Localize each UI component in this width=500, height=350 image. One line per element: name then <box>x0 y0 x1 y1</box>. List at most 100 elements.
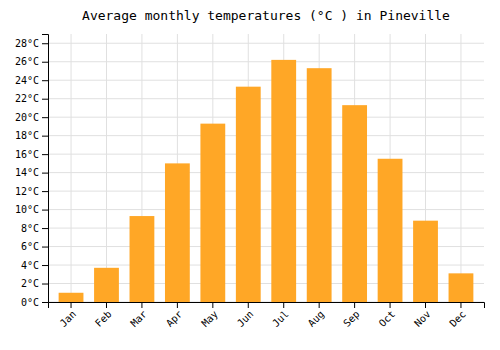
bar <box>130 216 155 302</box>
y-tick-mark <box>42 265 48 266</box>
y-tick: 16°C <box>15 149 48 160</box>
y-tick: 28°C <box>15 38 48 49</box>
x-tick-label: Oct <box>377 308 398 329</box>
x-tick: Aug <box>306 302 327 329</box>
x-tick-mark <box>460 302 461 308</box>
y-tick: 26°C <box>15 56 48 67</box>
x-axis: Jan Feb Mar Apr May Jun Jul Aug Sep Oct Nov Dec <box>49 302 485 329</box>
y-tick-mark <box>42 154 48 155</box>
y-tick: 2°C <box>21 278 48 289</box>
grid-line-y <box>48 80 484 81</box>
y-tick: 18°C <box>15 130 48 141</box>
x-tick: Mar <box>128 302 149 329</box>
y-tick-label: 28°C <box>15 38 39 49</box>
y-tick: 14°C <box>15 167 48 178</box>
x-tick-mark <box>248 302 249 308</box>
x-tick-mark <box>354 302 355 308</box>
x-tick: Jul <box>270 302 291 329</box>
x-tick: Jan <box>58 302 79 329</box>
y-tick-label: 14°C <box>15 167 39 178</box>
grid-line-y <box>48 61 484 62</box>
x-tick: Sep <box>341 302 362 329</box>
marks <box>59 60 474 302</box>
x-tick-mark <box>212 302 213 308</box>
bar <box>449 273 474 302</box>
y-tick-label: 4°C <box>21 260 39 271</box>
x-tick-label: Jun <box>235 308 256 329</box>
y-tick-mark <box>42 191 48 192</box>
y-tick: 22°C <box>15 93 48 104</box>
bar <box>413 221 438 302</box>
y-tick-label: 12°C <box>15 186 39 197</box>
bar <box>94 268 119 302</box>
x-tick-mark <box>141 302 142 308</box>
chart: Jan Feb Mar Apr May Jun Jul Aug Sep Oct Nov Dec 0°C 2… <box>0 0 500 350</box>
y-tick-mark <box>42 173 48 174</box>
y-tick: 20°C <box>15 112 48 123</box>
y-tick-mark <box>42 80 48 81</box>
x-tick: Jun <box>235 302 256 329</box>
y-tick-mark <box>42 284 48 285</box>
y-tick-mark <box>42 302 48 303</box>
y-tick-label: 0°C <box>21 297 39 308</box>
grid-line-x <box>106 34 107 302</box>
y-tick-label: 16°C <box>15 149 39 160</box>
y-tick-mark <box>42 228 48 229</box>
bar <box>59 293 84 302</box>
y-tick-label: 8°C <box>21 223 39 234</box>
y-tick-label: 18°C <box>15 130 39 141</box>
grid-line-y <box>48 172 484 173</box>
grid-line-x <box>71 34 72 302</box>
y-tick-label: 26°C <box>15 56 39 67</box>
x-tick: Oct <box>377 302 398 329</box>
y-tick-mark <box>42 99 48 100</box>
y-tick-mark <box>42 136 48 137</box>
y-tick-mark <box>42 247 48 248</box>
x-tick-mark <box>425 302 426 308</box>
x-tick-mark <box>390 302 391 308</box>
x-tick: Feb <box>93 302 114 329</box>
x-tick-mark <box>319 302 320 308</box>
bar <box>271 60 296 302</box>
y-tick: 12°C <box>15 186 48 197</box>
bar <box>307 68 332 302</box>
bar <box>200 124 225 302</box>
grid-line-y <box>48 117 484 118</box>
x-tick-mark <box>283 302 284 308</box>
y-tick-mark <box>42 117 48 118</box>
x-axis-line <box>49 303 485 309</box>
x-tick-label: May <box>199 308 220 329</box>
y-axis: 0°C 2°C 4°C 6°C 8°C 10°C 12°C 14°C 16°C 18°C 20°C 2… <box>15 35 49 308</box>
grid-line-y <box>48 135 484 136</box>
x-tick: Nov <box>412 302 433 329</box>
x-tick-label: Aug <box>306 308 327 329</box>
plot: Jan Feb Mar Apr May Jun Jul Aug Sep Oct Nov Dec 0°C 2… <box>15 34 485 329</box>
y-tick-label: 20°C <box>15 112 39 123</box>
y-tick-label: 6°C <box>21 241 39 252</box>
x-tick-label: Jul <box>270 308 291 329</box>
grid-line-y <box>48 209 484 210</box>
y-tick-label: 24°C <box>15 75 39 86</box>
bar <box>165 163 190 302</box>
x-tick-label: Sep <box>341 308 362 329</box>
y-tick-mark <box>42 62 48 63</box>
grid <box>48 34 484 302</box>
x-tick-label: Jan <box>58 308 79 329</box>
x-tick-label: Apr <box>164 308 185 329</box>
y-tick-mark <box>42 210 48 211</box>
x-tick: Dec <box>447 302 468 329</box>
x-tick-mark <box>177 302 178 308</box>
x-tick-label: Dec <box>447 308 468 329</box>
bar <box>236 87 261 302</box>
y-tick: 10°C <box>15 204 48 215</box>
y-tick: 6°C <box>21 241 48 252</box>
grid-line-y <box>48 191 484 192</box>
y-tick-mark <box>42 43 48 44</box>
y-tick-label: 10°C <box>15 204 39 215</box>
grid-line-y <box>48 154 484 155</box>
title: Average monthly temperatures (°C ) in Pi… <box>82 8 450 23</box>
y-tick: 24°C <box>15 75 48 86</box>
x-tick-label: Feb <box>93 308 114 329</box>
x-tick-mark <box>71 302 72 308</box>
y-tick: 0°C <box>21 297 48 308</box>
